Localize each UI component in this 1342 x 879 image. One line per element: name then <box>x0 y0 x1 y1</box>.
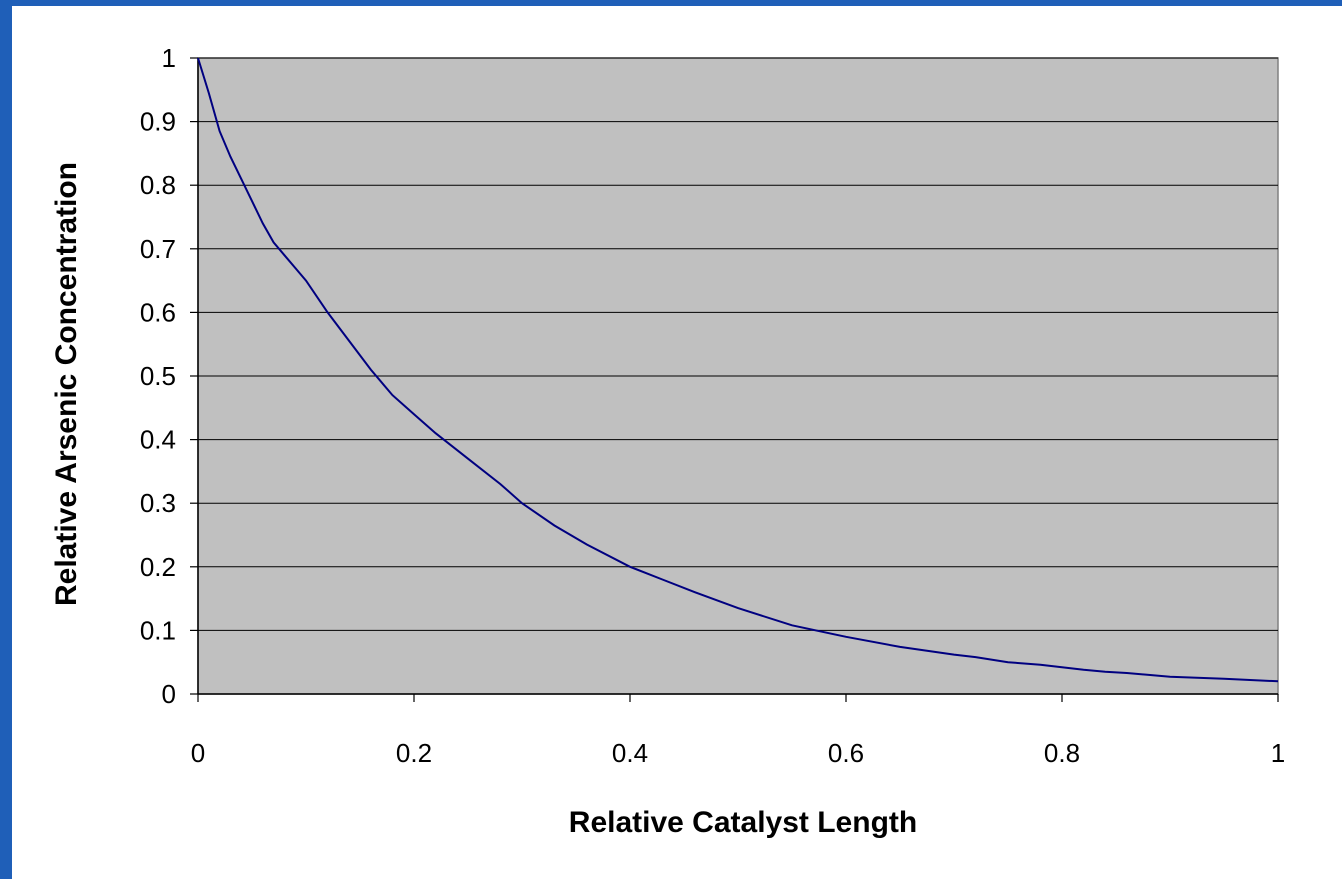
y-tick-label: 0 <box>162 679 176 709</box>
y-tick-label: 0.7 <box>140 234 176 264</box>
x-tick-label: 1 <box>1271 738 1285 768</box>
y-tick-label: 0.1 <box>140 615 176 645</box>
y-tick-label: 0.9 <box>140 107 176 137</box>
x-axis-title: Relative Catalyst Length <box>569 806 917 839</box>
y-tick-label: 0.3 <box>140 488 176 518</box>
x-tick-label: 0.6 <box>828 738 864 768</box>
x-tick-label: 0.2 <box>396 738 432 768</box>
y-tick-label: 0.5 <box>140 361 176 391</box>
y-tick-label: 0.2 <box>140 552 176 582</box>
x-tick-label: 0.8 <box>1044 738 1080 768</box>
y-tick-label: 0.6 <box>140 297 176 327</box>
y-tick-label: 0.4 <box>140 425 176 455</box>
y-tick-label: 1 <box>162 43 176 73</box>
series-line <box>197 57 1279 683</box>
x-tick-label: 0 <box>191 738 205 768</box>
x-tick-label: 0.4 <box>612 738 648 768</box>
y-axis-title: Relative Arsenic Concentration <box>50 162 83 606</box>
y-tick-label: 0.8 <box>140 170 176 200</box>
